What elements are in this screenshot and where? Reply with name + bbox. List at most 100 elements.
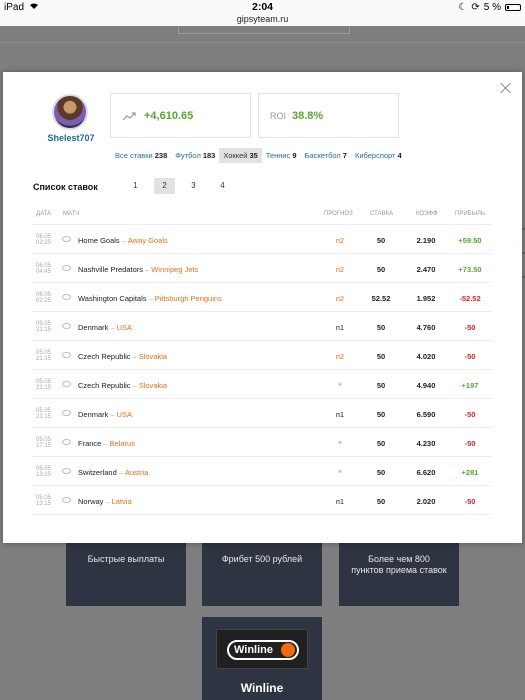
away-team: Latvia — [111, 497, 132, 506]
match-separator: – — [110, 410, 115, 419]
bet-coef: 2.470 — [416, 265, 436, 274]
home-team: Home Goals — [78, 236, 120, 245]
bet-date: 05.05 21:15 — [36, 379, 52, 391]
bet-date: 05.05 17:15 — [36, 437, 52, 449]
hockey-puck-icon — [62, 439, 71, 445]
hockey-puck-icon — [62, 410, 71, 416]
hockey-puck-icon — [62, 236, 71, 242]
table-row[interactable]: 05.05 13:15 Switzerland – Austria н 50 6.620 +28… — [32, 457, 492, 486]
home-team: Norway — [78, 497, 104, 506]
bet-date: 06.05 02:25 — [36, 234, 52, 246]
home-team: Switzerland — [78, 468, 117, 477]
trend-up-icon — [122, 111, 136, 120]
rotation-lock-icon: ⟳ — [471, 2, 480, 13]
username[interactable]: Shelest707 — [47, 133, 95, 143]
bet-profit: -50 — [464, 323, 476, 332]
table-row[interactable]: 05.05 21:15 Czech Republic – Slovakia н 50 4.94… — [32, 370, 492, 399]
bet-forecast: н — [338, 382, 342, 388]
bet-match[interactable]: Denmark – USA — [78, 410, 132, 419]
bet-coef: 1.952 — [416, 294, 436, 303]
match-separator: – — [110, 323, 115, 332]
bet-match[interactable]: Czech Republic – Slovakia — [78, 381, 167, 390]
table-row[interactable]: 06.05 04:45 Nashville Predators – Winnipeg J… — [32, 254, 492, 283]
bet-coef: 4.020 — [416, 352, 436, 361]
bet-date: 05.05 21:15 — [36, 321, 52, 333]
status-bar: iPad 2:04 ☾ ⟳ 5 % — [0, 0, 525, 14]
match-separator: – — [121, 236, 126, 245]
bet-match[interactable]: Czech Republic – Slovakia — [78, 352, 167, 361]
bet-stake: 50 — [376, 468, 386, 477]
away-team: Belarus — [109, 439, 135, 448]
bet-profit: +197 — [461, 381, 479, 390]
bet-stake: 50 — [376, 323, 386, 332]
promo-betting-points[interactable]: Более чем 800 пунктов приема ставок — [339, 540, 459, 606]
wifi-icon — [29, 2, 39, 13]
close-icon[interactable] — [500, 82, 512, 94]
page-2[interactable]: 2 — [154, 178, 175, 194]
filter-esports[interactable]: Киберспорт 4 — [354, 151, 402, 160]
bet-profit: +59.50 — [458, 236, 482, 245]
bet-stake: 50 — [376, 265, 386, 274]
hockey-puck-icon — [62, 381, 71, 387]
bet-match[interactable]: Norway – Latvia — [78, 497, 132, 506]
match-separator: – — [118, 468, 123, 477]
table-row[interactable]: 05.05 17:15 France – Belarus н 50 4.230 -50 — [32, 428, 492, 457]
bet-forecast: н — [338, 469, 342, 475]
filter-basketball[interactable]: Баскетбол 7 — [304, 151, 347, 160]
match-separator: – — [105, 497, 110, 506]
bet-match[interactable]: Nashville Predators – Winnipeg Jets — [78, 265, 198, 274]
sport-filters: Все ставки 238 Футбол 183 Хоккей 35 Теннис 9… — [111, 148, 406, 163]
home-team: Czech Republic — [78, 381, 131, 390]
bet-match[interactable]: Switzerland – Austria — [78, 468, 148, 477]
bet-forecast: н — [338, 440, 342, 446]
battery-icon — [505, 4, 521, 11]
bet-date: 05.05 13:15 — [36, 495, 52, 507]
url-bar[interactable]: gipsyteam.ru — [0, 14, 525, 26]
bookmaker-card[interactable]: Winline Winline — [202, 617, 322, 700]
col-forecast: ПРОГНОЗ — [324, 211, 353, 217]
filter-hockey[interactable]: Хоккей 35 — [219, 148, 262, 163]
filter-all[interactable]: Все ставки 238 — [115, 151, 168, 160]
promo-fast-payouts[interactable]: Быстрые выплаты — [66, 540, 186, 606]
avatar[interactable] — [52, 94, 88, 130]
filter-tennis[interactable]: Теннис 9 — [265, 151, 297, 160]
roi-card: ROI 38.8% — [258, 93, 399, 138]
away-team: Away Goals — [127, 236, 168, 245]
pagination: 1 2 3 4 — [125, 178, 241, 194]
profit-card: +4,610.65 — [110, 93, 251, 138]
roi-value: 38.8% — [292, 109, 324, 122]
bet-match[interactable]: Denmark – USA — [78, 323, 132, 332]
table-row[interactable]: 05.05 13:15 Norway – Latvia п1 50 2.020 -50 — [32, 486, 492, 515]
bet-match[interactable]: Home Goals – Away Goals — [78, 236, 168, 245]
bet-match[interactable]: France – Belarus — [78, 439, 135, 448]
table-row[interactable]: 05.05 21:15 Denmark – USA п1 50 4.760 -50 — [32, 312, 492, 341]
bet-coef: 2.190 — [416, 236, 436, 245]
match-separator: – — [132, 352, 137, 361]
bet-profit: +281 — [461, 468, 479, 477]
bet-profit: -50 — [464, 439, 476, 448]
bet-forecast: п2 — [335, 265, 345, 274]
table-row[interactable]: 06.05 02:25 Home Goals – Away Goals п2 50 2.190… — [32, 225, 492, 254]
table-row[interactable]: 05.05 21:15 Denmark – USA п1 50 6.590 -50 — [32, 399, 492, 428]
bet-stake: 50 — [376, 497, 386, 506]
bet-forecast: п2 — [335, 294, 345, 303]
bet-match[interactable]: Washington Capitals – Pittsburgh Penguins — [78, 294, 222, 303]
bet-stake: 50 — [376, 352, 386, 361]
battery-percent: 5 % — [483, 2, 501, 13]
page-4[interactable]: 4 — [220, 181, 225, 190]
bets-modal: Shelest707 +4,610.65 ROI 38.8% Все ставк… — [3, 72, 522, 543]
table-row[interactable]: 05.05 21:15 Czech Republic – Slovakia п2 50 4.0… — [32, 341, 492, 370]
page-1[interactable]: 1 — [133, 181, 138, 190]
table-header: ДАТА МАТЧ ПРОГНОЗ СТАВКА КОЭФФ ПРИБЫЛЬ — [32, 203, 492, 225]
page-3[interactable]: 3 — [191, 181, 196, 190]
hockey-puck-icon — [62, 294, 71, 300]
winline-dot-icon — [281, 643, 295, 657]
filter-football[interactable]: Футбол 183 — [175, 151, 216, 160]
bet-date: 05.05 21:15 — [36, 408, 52, 420]
background-edge — [519, 206, 525, 356]
promo-freebet[interactable]: Фрибет 500 рублей — [202, 540, 322, 606]
winline-logo: Winline — [216, 629, 308, 669]
table-row[interactable]: 06.05 02:25 Washington Capitals – Pittsburgh… — [32, 283, 492, 312]
hockey-puck-icon — [62, 352, 71, 358]
away-team: Slovakia — [138, 381, 168, 390]
